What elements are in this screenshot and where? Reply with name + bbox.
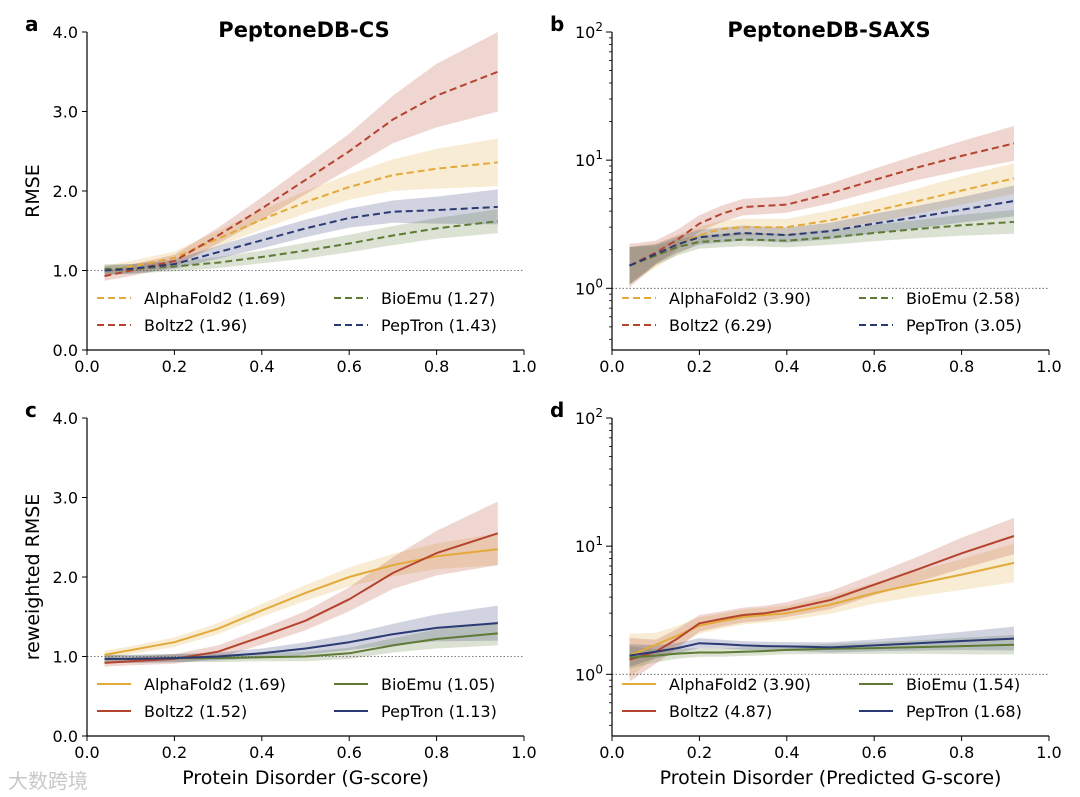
legend-label-alphafold2: AlphaFold2 (3.90) — [669, 675, 811, 694]
panel-b: 0.0 0.2 0.4 0.6 0.8 1.0 100 101 102 b PeptoneDB-SA… — [550, 12, 1062, 376]
y-tick-label: 102 — [575, 406, 603, 428]
panel-letter: c — [25, 398, 37, 422]
x-tick-label: 1.0 — [511, 743, 536, 762]
band-peptron — [629, 185, 1014, 285]
panel-d: 0.0 0.2 0.4 0.6 0.8 1.0 100 101 102 d Protein Diso… — [550, 398, 1062, 789]
legend-label-boltz2: Boltz2 (4.87) — [669, 702, 772, 721]
band-alphafold2 — [104, 138, 498, 276]
series-line-alphafold2 — [104, 161, 498, 272]
band-bioemu — [629, 209, 1014, 285]
legend-label-alphafold2: AlphaFold2 (1.69) — [144, 675, 286, 694]
y-tick-label: 100 — [575, 662, 603, 684]
x-tick-label: 0.2 — [687, 357, 712, 376]
panel-letter: d — [550, 398, 564, 422]
x-tick-label: 0.2 — [162, 743, 187, 762]
series-line-boltz2 — [629, 535, 1015, 661]
x-tick-label: 0.4 — [249, 357, 274, 376]
panel-title: PeptoneDB-CS — [218, 18, 389, 42]
series-line-peptron — [104, 205, 498, 272]
x-tick-label: 0.6 — [336, 357, 361, 376]
panel-c: 0.0 0.2 0.4 0.6 0.8 1.0 0.0 1.0 2.0 3.0 4.0 c reweig… — [22, 398, 537, 789]
y-tick-label: 3.0 — [53, 489, 78, 508]
legend-label-boltz2: Boltz2 (1.52) — [144, 702, 247, 721]
legend-label-boltz2: Boltz2 (1.96) — [144, 316, 247, 335]
y-tick-label: 1.0 — [53, 648, 78, 667]
legend-label-bioemu: BioEmu (1.27) — [381, 289, 495, 308]
x-tick-label: 1.0 — [1036, 357, 1061, 376]
series-line-bioemu — [629, 643, 1015, 659]
y-tick-label: 2.0 — [53, 182, 78, 201]
y-tick-label: 102 — [575, 20, 603, 42]
x-tick-label: 0.8 — [949, 357, 974, 376]
series-line-boltz2 — [104, 532, 499, 664]
series-line-peptron — [629, 637, 1015, 657]
band-alphafold2 — [629, 543, 1014, 678]
y-tick-label: 101 — [575, 534, 603, 556]
x-tick-label: 0.6 — [861, 357, 886, 376]
legend-label-alphafold2: AlphaFold2 (3.90) — [669, 289, 811, 308]
y-tick-label: 2.0 — [53, 568, 78, 587]
legend-label-bioemu: BioEmu (1.05) — [381, 675, 495, 694]
x-tick-label: 0.0 — [74, 357, 99, 376]
panel-letter: a — [25, 12, 39, 36]
x-tick-label: 0.4 — [774, 743, 799, 762]
y-tick-label: 3.0 — [53, 103, 78, 122]
x-tick-label: 0.6 — [336, 743, 361, 762]
x-tick-label: 0.0 — [74, 743, 99, 762]
band-boltz2 — [629, 517, 1014, 682]
x-tick-label: 0.2 — [162, 357, 187, 376]
series-line-peptron — [104, 622, 498, 660]
legend-label-peptron: PepTron (3.05) — [906, 316, 1022, 335]
x-tick-label: 0.8 — [949, 743, 974, 762]
y-tick-label: 0.0 — [53, 727, 78, 746]
panel-letter: b — [550, 12, 564, 36]
x-tick-label: 1.0 — [1036, 743, 1061, 762]
series-line-bioemu — [104, 220, 498, 270]
band-bioemu — [104, 209, 498, 274]
x-tick-label: 0.8 — [424, 743, 449, 762]
series-line-boltz2 — [629, 142, 1015, 267]
panel-a: 0.0 0.2 0.4 0.6 0.8 1.0 0.0 1.0 2.0 3.0 4.0 a Pepton… — [22, 12, 537, 376]
series-line-alphafold2 — [629, 177, 1015, 267]
y-tick-label: 4.0 — [53, 409, 78, 428]
band-alphafold2 — [629, 163, 1014, 285]
x-axis-label: Protein Disorder (Predicted G-score) — [660, 767, 1002, 789]
y-axis-label: reweighted RMSE — [22, 494, 44, 661]
panel-title: PeptoneDB-SAXS — [727, 18, 930, 42]
series-line-alphafold2 — [629, 561, 1015, 657]
legend-label-bioemu: BioEmu (1.54) — [906, 675, 1020, 694]
x-tick-label: 0.0 — [599, 357, 624, 376]
y-tick-label: 100 — [575, 276, 603, 298]
x-tick-label: 0.2 — [687, 743, 712, 762]
legend-label-peptron: PepTron (1.13) — [381, 702, 497, 721]
legend-label-alphafold2: AlphaFold2 (1.69) — [144, 289, 286, 308]
y-tick-label: 101 — [575, 148, 603, 170]
x-tick-label: 0.4 — [774, 357, 799, 376]
y-tick-label: 1.0 — [53, 262, 78, 281]
watermark: 大数跨境 — [8, 769, 88, 793]
x-tick-label: 0.8 — [424, 357, 449, 376]
legend-label-bioemu: BioEmu (2.58) — [906, 289, 1020, 308]
x-tick-label: 1.0 — [511, 357, 536, 376]
y-axis-label: RMSE — [22, 164, 44, 218]
x-axis-label: Protein Disorder (G-score) — [182, 767, 429, 789]
y-tick-label: 0.0 — [53, 341, 78, 360]
legend-label-peptron: PepTron (1.43) — [381, 316, 497, 335]
legend-label-boltz2: Boltz2 (6.29) — [669, 316, 772, 335]
x-tick-label: 0.6 — [861, 743, 886, 762]
band-peptron — [104, 605, 498, 663]
legend-label-peptron: PepTron (1.68) — [906, 702, 1022, 721]
series-line-alphafold2 — [104, 548, 498, 656]
x-tick-label: 0.4 — [249, 743, 274, 762]
y-tick-label: 4.0 — [53, 23, 78, 42]
x-tick-label: 0.0 — [599, 743, 624, 762]
band-boltz2 — [104, 32, 498, 281]
